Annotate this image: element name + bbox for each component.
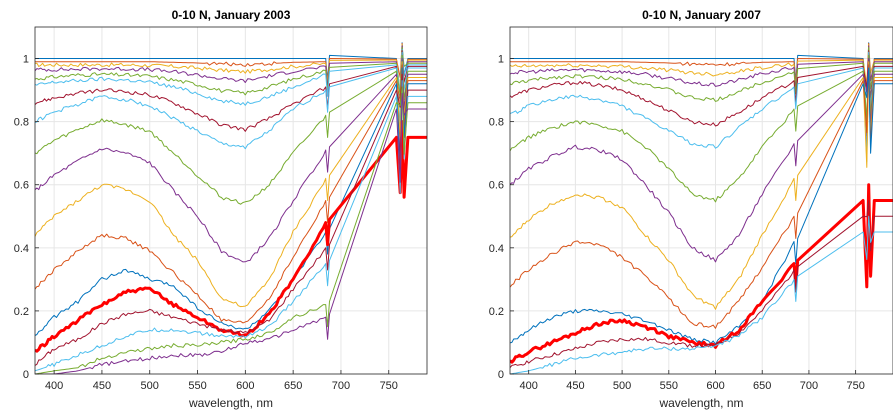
- series-line: [510, 200, 893, 369]
- y-tick-label: 0.6: [489, 180, 504, 192]
- chart-title: 0-10 N, January 2003: [172, 8, 291, 22]
- series-line: [35, 58, 427, 263]
- series-line: [510, 51, 893, 163]
- series-line: [35, 92, 427, 374]
- x-tick-label: 400: [45, 380, 63, 392]
- series-line: [35, 64, 427, 324]
- series-line: [510, 64, 893, 329]
- x-tick-label: 400: [520, 380, 538, 392]
- series-line: [35, 50, 427, 168]
- chart-panel-1: 400 450 500 550 600 650 700 750 0 0.2 0.4 0.6 0.8 1 0-…: [14, 8, 428, 410]
- x-axis-label: wavelength, nm: [188, 396, 273, 410]
- series-line: [510, 47, 893, 123]
- x-tick-label: 650: [753, 380, 771, 392]
- series-line: [35, 73, 427, 366]
- series-line: [35, 120, 427, 353]
- x-tick-label: 600: [236, 380, 254, 392]
- chart-title: 0-10 N, January 2007: [642, 8, 761, 22]
- x-tick-label: 450: [93, 380, 111, 392]
- x-tick-label: 700: [800, 380, 818, 392]
- series-line: [35, 86, 427, 374]
- series-line: [510, 183, 893, 364]
- y-tick-label: 0.4: [489, 243, 504, 255]
- series-line: [35, 80, 427, 372]
- x-tick-label: 550: [660, 380, 678, 392]
- y-tick-label: 0.8: [489, 117, 504, 129]
- axes-box: [34, 26, 428, 375]
- series-line: [510, 45, 893, 160]
- x-tick-label: 550: [188, 380, 206, 392]
- x-tick-label: 500: [141, 380, 159, 392]
- series-line: [510, 43, 893, 87]
- series-line: [35, 47, 427, 130]
- series-line: [35, 54, 427, 205]
- axes-box: [509, 26, 893, 375]
- y-tick-label: 1: [23, 54, 29, 66]
- series-line: [35, 61, 427, 308]
- x-axis-label: wavelength, nm: [658, 396, 743, 410]
- series-line: [35, 48, 427, 106]
- series-line: [510, 215, 893, 374]
- x-tick-label: 600: [706, 380, 724, 392]
- series-line: [35, 42, 427, 123]
- series-line: [510, 50, 893, 127]
- y-tick-label: 0.6: [14, 180, 29, 192]
- y-tick-label: 0.8: [14, 117, 29, 129]
- series-line: [510, 42, 893, 123]
- y-tick-label: 0.2: [489, 306, 504, 318]
- x-tick-label: 650: [284, 380, 302, 392]
- series-line: [35, 43, 427, 130]
- series-line: [35, 45, 427, 167]
- y-tick-label: 0.2: [14, 306, 29, 318]
- chart-panel-2: 400 450 500 550 600 650 700 750 0 0.2 0.4 0.6 0.8 1 0-…: [489, 8, 893, 410]
- series-group: [510, 42, 893, 374]
- series-line: [510, 58, 893, 263]
- x-tick-label: 750: [846, 380, 864, 392]
- series-line: [510, 54, 893, 203]
- y-tick-label: 0: [498, 369, 504, 381]
- x-tick-label: 500: [613, 380, 631, 392]
- y-tick-label: 0.4: [14, 243, 29, 255]
- series-group: [35, 42, 427, 374]
- y-tick-label: 0: [23, 369, 29, 381]
- series-line: [510, 61, 893, 310]
- series-line: [510, 42, 893, 136]
- series-line: [35, 42, 427, 96]
- plot-area: [510, 27, 893, 374]
- x-tick-label: 750: [380, 380, 398, 392]
- x-tick-label: 450: [566, 380, 584, 392]
- x-tick-label: 700: [332, 380, 350, 392]
- y-tick-label: 1: [498, 54, 504, 66]
- series-line: [35, 51, 427, 150]
